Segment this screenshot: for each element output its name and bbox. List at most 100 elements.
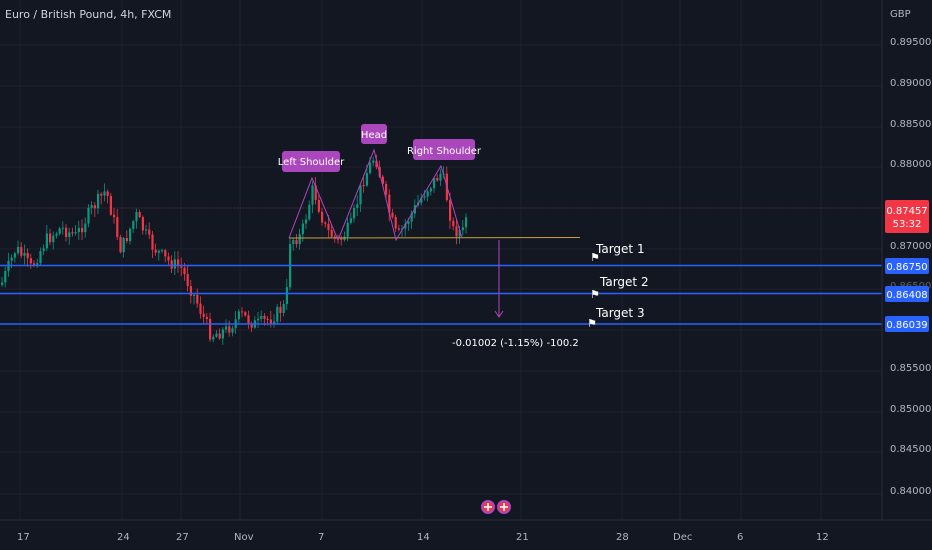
candle <box>250 323 253 328</box>
candle <box>388 194 391 213</box>
candle <box>247 315 250 324</box>
candle <box>125 238 128 242</box>
candle <box>273 321 276 324</box>
candle <box>381 176 384 184</box>
candle <box>97 193 100 209</box>
candle <box>129 228 132 242</box>
candle <box>301 223 304 235</box>
candle <box>452 220 455 227</box>
target-3-marker[interactable]: ⚑ Target 3 <box>587 306 645 330</box>
candle <box>68 232 71 238</box>
candle <box>20 246 23 256</box>
price-tick: 0.84500 <box>890 444 931 455</box>
time-axis[interactable]: 17 24 27 Nov 7 14 21 28 Dec 6 12 <box>17 532 829 543</box>
candle <box>77 227 80 233</box>
candle <box>74 232 77 234</box>
time-tick: 27 <box>176 532 189 543</box>
currency-label: GBP <box>890 9 911 20</box>
candle <box>314 185 317 200</box>
time-tick: 14 <box>417 532 430 543</box>
flag-icon: ⚑ <box>590 288 600 301</box>
candle <box>455 226 458 237</box>
uk-flag-event-icon[interactable] <box>481 500 495 514</box>
candle <box>465 217 468 228</box>
time-tick: 24 <box>117 532 130 543</box>
left-shoulder-annotation[interactable]: Left Shoulder <box>278 151 345 172</box>
candle <box>151 234 154 250</box>
flag-icon: ⚑ <box>590 251 600 264</box>
target-1-marker[interactable]: ⚑ Target 1 <box>590 242 645 264</box>
candle <box>231 328 234 333</box>
svg-text:0.86408: 0.86408 <box>886 290 927 301</box>
right-shoulder-annotation[interactable]: Right Shoulder <box>407 139 482 160</box>
candle <box>199 303 202 314</box>
candle <box>42 248 45 252</box>
candle <box>269 319 272 324</box>
candle <box>362 185 365 187</box>
price-tick: 0.84000 <box>890 486 931 497</box>
candle <box>305 219 308 224</box>
target-3-price-tag: 0.86039 <box>885 316 929 332</box>
candle <box>257 318 260 321</box>
candle <box>285 287 288 304</box>
candle <box>65 227 68 238</box>
symbol-title[interactable]: Euro / British Pound, 4h, FXCM <box>5 8 172 21</box>
candle <box>81 227 84 233</box>
candle <box>439 173 442 181</box>
candle <box>324 222 327 224</box>
candle <box>353 207 356 219</box>
time-tick: 17 <box>17 532 30 543</box>
target-2-label: Target 2 <box>599 275 649 289</box>
candle <box>193 294 196 296</box>
candle <box>49 233 52 243</box>
candle <box>372 160 375 163</box>
candle <box>436 177 439 181</box>
candle <box>103 191 106 196</box>
candle <box>106 191 109 196</box>
candle <box>13 253 16 258</box>
candle <box>340 238 343 240</box>
candle <box>145 229 148 231</box>
candles-group <box>1 154 468 345</box>
left-shoulder-label: Left Shoulder <box>278 157 345 168</box>
candle <box>228 326 231 333</box>
candle <box>52 235 55 243</box>
time-tick: 28 <box>616 532 629 543</box>
candle <box>55 233 58 236</box>
price-tick: 0.88000 <box>890 159 931 170</box>
time-tick: 6 <box>737 532 743 543</box>
candle <box>317 199 320 212</box>
candle <box>4 271 7 283</box>
candle <box>186 274 189 287</box>
candle <box>141 217 144 231</box>
time-tick: 12 <box>816 532 829 543</box>
candle <box>308 204 311 220</box>
candle <box>349 218 352 223</box>
svg-text:0.86039: 0.86039 <box>886 320 927 331</box>
current-price-tag: 0.87457 53:32 <box>885 200 929 233</box>
candle <box>397 228 400 230</box>
candle <box>138 212 141 218</box>
candle <box>298 234 301 245</box>
time-tick: Dec <box>673 532 692 543</box>
candle <box>244 312 247 316</box>
candle <box>33 263 36 265</box>
uk-flag-event-icon[interactable] <box>497 500 511 514</box>
candle <box>26 252 29 259</box>
candle <box>17 246 20 254</box>
head-and-shoulders-pattern[interactable] <box>288 148 463 242</box>
candle <box>404 223 407 229</box>
candle <box>458 230 461 237</box>
candle <box>266 318 269 320</box>
head-annotation[interactable]: Head <box>361 124 387 144</box>
candle <box>394 217 397 229</box>
candle <box>180 266 183 268</box>
target-2-price-tag: 0.86408 <box>885 286 929 302</box>
candle <box>90 205 93 208</box>
candle <box>260 315 263 319</box>
neckline[interactable] <box>288 237 581 239</box>
target-2-marker[interactable]: ⚑ Target 2 <box>590 275 649 301</box>
svg-text:0.86750: 0.86750 <box>886 262 927 273</box>
time-tick: 21 <box>516 532 529 543</box>
